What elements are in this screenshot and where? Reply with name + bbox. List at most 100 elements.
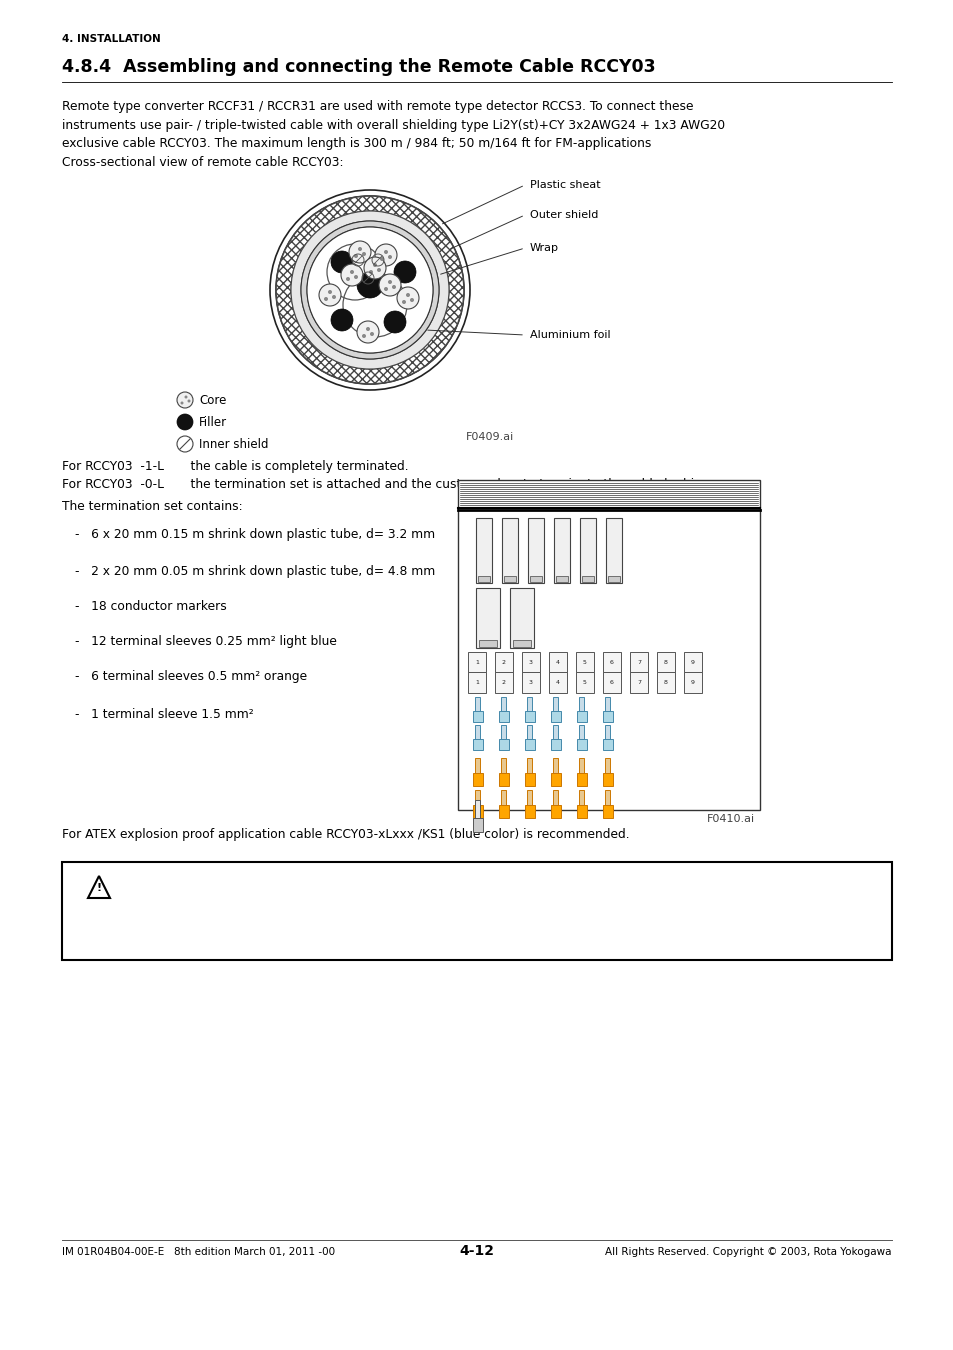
Circle shape [177,414,193,431]
Circle shape [275,196,463,383]
Bar [683,672,701,693]
Circle shape [384,310,406,333]
Bar [605,725,610,738]
Text: F0409.ai: F0409.ai [465,432,514,441]
Bar [475,790,480,806]
Circle shape [396,288,418,309]
Bar [577,710,586,722]
Circle shape [369,270,373,274]
Circle shape [379,256,384,261]
Text: -   2 x 20 mm 0.05 m shrink down plastic tube, d= 4.8 mm: - 2 x 20 mm 0.05 m shrink down plastic t… [75,566,435,578]
Bar [477,576,490,582]
Bar [602,672,620,693]
Bar [607,576,619,582]
Bar [657,672,675,693]
Text: 4-12: 4-12 [459,1243,494,1258]
Text: Plastic sheat: Plastic sheat [530,180,600,190]
Text: 2: 2 [501,660,505,664]
Bar [473,806,482,818]
Circle shape [349,242,371,263]
Text: 6: 6 [609,660,614,664]
Bar [578,725,584,738]
Bar [521,672,539,693]
Text: 3: 3 [529,660,533,664]
Circle shape [375,244,396,266]
Bar [473,738,482,751]
Bar [524,774,535,786]
Bar [475,697,480,710]
Bar [478,640,497,647]
Bar [577,774,586,786]
Circle shape [291,211,449,369]
Circle shape [354,275,357,279]
Bar [524,806,535,818]
Bar [527,757,532,774]
Bar [527,518,543,583]
Bar [521,652,539,672]
Bar [576,672,594,693]
Bar [501,725,506,738]
Circle shape [324,297,328,301]
Text: Inner shield: Inner shield [199,437,268,451]
Circle shape [356,271,382,298]
Bar [605,757,610,774]
Circle shape [328,290,332,294]
Circle shape [357,247,361,251]
Circle shape [307,227,433,352]
Text: 7: 7 [637,660,640,664]
Text: 4.8.4  Assembling and connecting the Remote Cable RCCY03: 4.8.4 Assembling and connecting the Remo… [62,58,655,76]
Bar [468,672,485,693]
Bar [553,790,558,806]
Circle shape [180,401,183,405]
Bar [473,818,482,832]
Bar [62,863,891,960]
Circle shape [361,252,366,256]
Circle shape [394,261,416,284]
Bar [473,710,482,722]
Circle shape [340,265,363,286]
Bar [602,738,613,751]
Text: 3: 3 [529,680,533,684]
Text: -   6 x 20 mm 0.15 m shrink down plastic tube, d= 3.2 mm: - 6 x 20 mm 0.15 m shrink down plastic t… [75,528,435,541]
Text: Outer shield: Outer shield [530,211,598,220]
Circle shape [388,255,392,259]
Text: F0410.ai: F0410.ai [706,814,754,824]
Circle shape [184,396,188,398]
Text: 4: 4 [556,660,559,664]
Text: For RCCY03  -1-L: For RCCY03 -1-L [62,460,164,472]
Circle shape [331,309,353,331]
Text: Aluminium foil: Aluminium foil [530,329,610,340]
Text: the termination set is attached and the customer has to terminate the cable by h: the termination set is attached and the … [174,478,733,491]
Bar [475,801,480,818]
Bar [468,652,485,672]
Circle shape [406,293,410,297]
Text: 4: 4 [556,680,559,684]
Text: Careful assembly of the cable is indispensable for correct connection between th: Careful assembly of the cable is indispe… [71,904,682,936]
Bar [476,518,492,583]
Bar [579,518,596,583]
Bar [605,697,610,710]
Text: The termination set contains:: The termination set contains: [62,500,242,513]
Bar [473,774,482,786]
Circle shape [307,227,433,352]
Text: 8: 8 [663,680,667,684]
Circle shape [366,327,370,331]
Bar [578,757,584,774]
Text: IM 01R04B04-00E-E   8th edition March 01, 2011 -00: IM 01R04B04-00E-E 8th edition March 01, … [62,1247,335,1257]
Circle shape [388,279,392,284]
Circle shape [301,221,438,359]
Bar [527,790,532,806]
Text: 5: 5 [582,660,586,664]
Bar [577,738,586,751]
Bar [551,710,560,722]
Bar [498,774,509,786]
Bar [556,576,567,582]
Text: 9: 9 [690,680,695,684]
Circle shape [331,251,353,273]
Text: NOTE: NOTE [120,872,160,886]
Bar [578,790,584,806]
Circle shape [410,298,414,302]
Text: -   18 conductor markers: - 18 conductor markers [75,599,227,613]
Bar [548,652,566,672]
Bar [457,481,760,810]
